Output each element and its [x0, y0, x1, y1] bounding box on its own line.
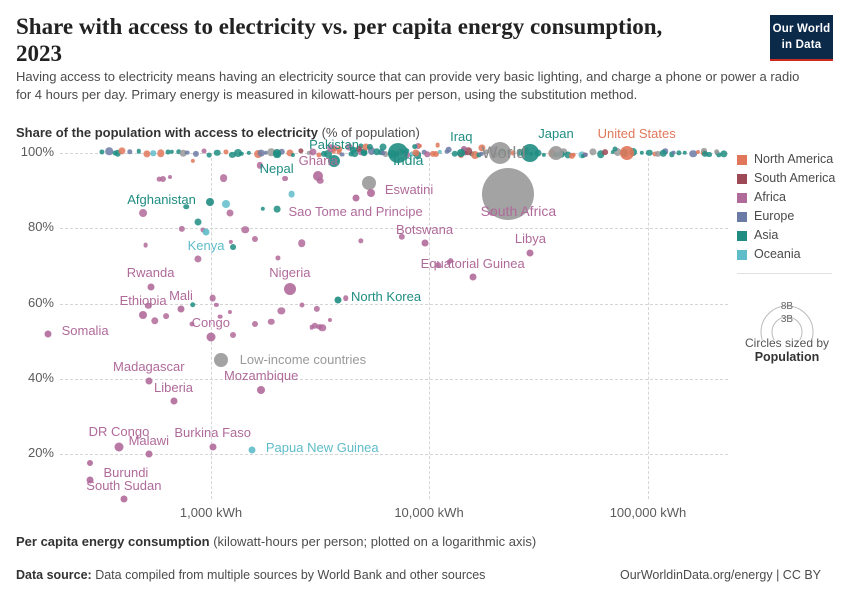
svg-text:8B: 8B [781, 301, 794, 312]
svg-text:3B: 3B [781, 314, 794, 325]
